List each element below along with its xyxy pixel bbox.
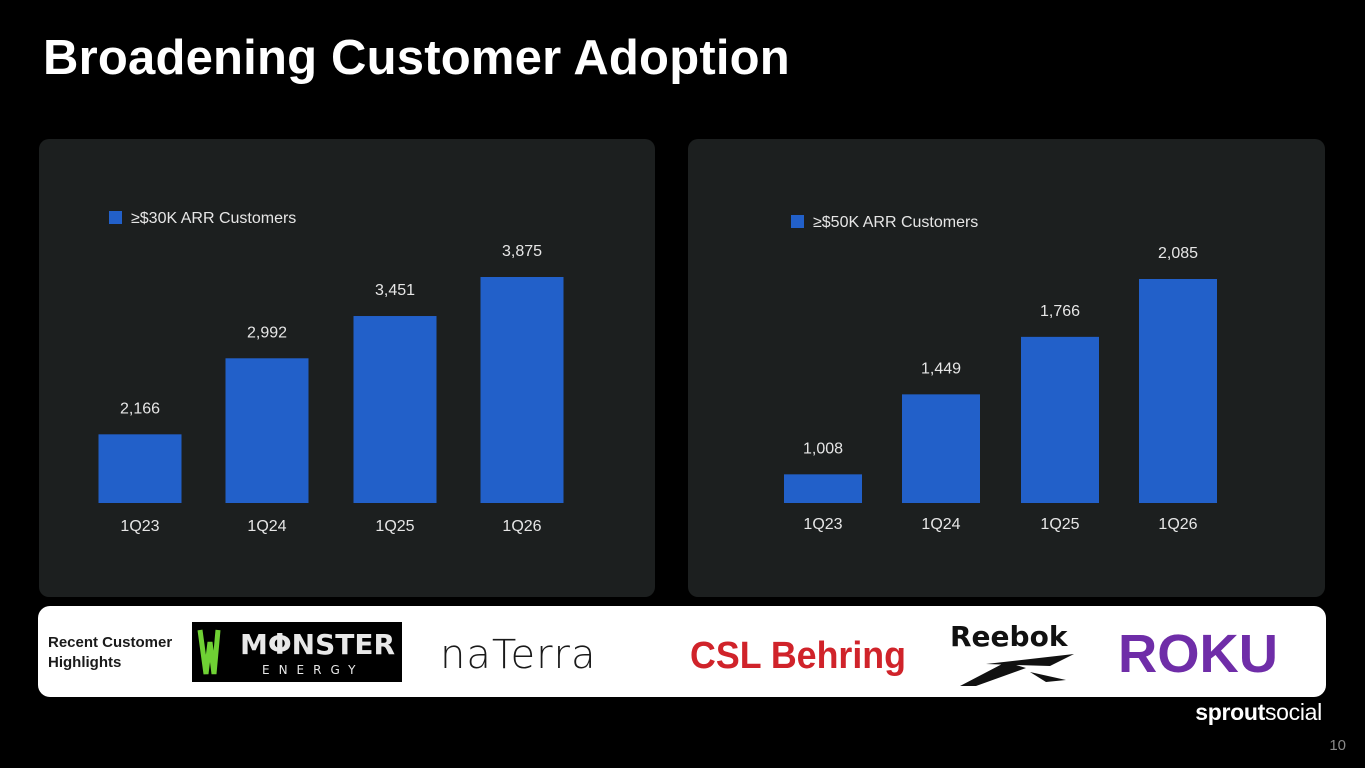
- category-label-1q23: 1Q23: [803, 516, 842, 533]
- legend-label: ≥$30K ARR Customers: [131, 210, 296, 227]
- monster-energy-logo: MΦNSTER ENERGY: [192, 622, 402, 682]
- bar-1q23: [98, 434, 182, 503]
- data-label-1q26: 3,875: [502, 243, 542, 260]
- chart-30k-arr-customers: ≥$30K ARR Customers 2,166 1Q23 2,992 1Q24 3,4…: [98, 210, 564, 535]
- bar-1q24: [902, 394, 980, 503]
- naterra-logo: naTerra: [438, 628, 650, 678]
- data-label-1q23: 2,166: [120, 400, 160, 417]
- legend-swatch: [791, 215, 804, 228]
- category-label-1q24: 1Q24: [247, 518, 286, 535]
- category-label-1q25: 1Q25: [1040, 516, 1079, 533]
- chart-panel-50k: ≥$50K ARR Customers 1,008 1Q23 1,449 1Q24 1,7…: [688, 139, 1325, 597]
- data-label-1q24: 2,992: [247, 324, 287, 341]
- svg-text:naTerra: naTerra: [440, 632, 597, 676]
- data-label-1q24: 1,449: [921, 360, 961, 377]
- svg-text:CSL Behring: CSL Behring: [690, 635, 906, 677]
- reebok-logo: Reebok: [946, 616, 1084, 688]
- category-label-1q26: 1Q26: [502, 518, 541, 535]
- category-label-1q24: 1Q24: [921, 516, 960, 533]
- bar-1q26: [1139, 279, 1217, 503]
- roku-logo: ROKU: [1118, 624, 1282, 684]
- sproutsocial-logo: sproutsocial: [1195, 699, 1322, 725]
- slide-title: Broadening Customer Adoption: [43, 31, 790, 85]
- svg-text:Reebok: Reebok: [950, 620, 1069, 653]
- category-label-1q26: 1Q26: [1158, 516, 1197, 533]
- category-label-1q25: 1Q25: [375, 518, 414, 535]
- chart-50k-arr-customers: ≥$50K ARR Customers 1,008 1Q23 1,449 1Q24 1,7…: [784, 214, 1217, 533]
- chart-panel-30k: ≥$30K ARR Customers 2,166 1Q23 2,992 1Q24 3,4…: [39, 139, 655, 597]
- bar-1q25: [1021, 336, 1099, 503]
- data-label-1q23: 1,008: [803, 440, 843, 457]
- data-label-1q25: 3,451: [375, 282, 415, 299]
- svg-text:MΦNSTER: MΦNSTER: [240, 628, 395, 661]
- svg-text:ENERGY: ENERGY: [262, 663, 365, 677]
- bar-1q25: [353, 316, 437, 503]
- bar-1q26: [480, 277, 564, 503]
- data-label-1q26: 2,085: [1158, 245, 1198, 262]
- customer-highlights-label: Recent Customer Highlights: [48, 634, 173, 671]
- legend-label: ≥$50K ARR Customers: [813, 214, 978, 231]
- customer-highlights-strip: Recent Customer Highlights MΦNSTER ENERG…: [38, 606, 1326, 697]
- bar-1q23: [784, 474, 862, 503]
- csl-behring-logo: CSL Behring: [688, 626, 910, 680]
- bar-1q24: [225, 358, 309, 503]
- category-label-1q23: 1Q23: [120, 518, 159, 535]
- page-number: 10: [1329, 737, 1346, 754]
- data-label-1q25: 1,766: [1040, 303, 1080, 320]
- svg-text:ROKU: ROKU: [1118, 624, 1278, 680]
- legend-swatch: [109, 211, 122, 224]
